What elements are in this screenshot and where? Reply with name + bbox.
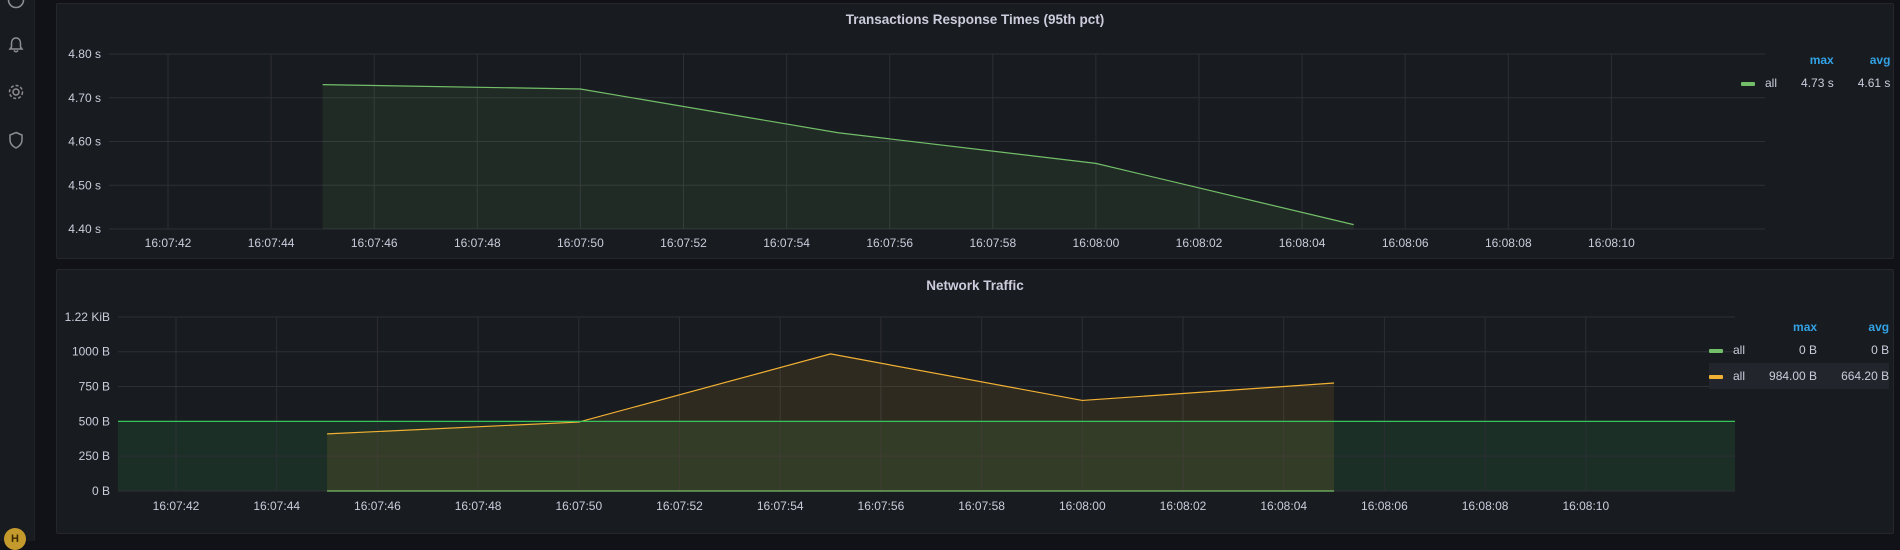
legend-max-value: 0 B (1745, 337, 1817, 363)
x-tick-label: 16:08:00 (1059, 499, 1106, 513)
x-tick-label: 16:07:50 (555, 499, 602, 513)
x-tick-label: 16:07:46 (354, 499, 401, 513)
bell-icon[interactable] (6, 35, 26, 55)
legend-header-avg[interactable]: avg (1834, 50, 1891, 70)
y-tick-label: 4.60 s (68, 135, 101, 149)
network-traffic-chart: 0 B 250 B 500 B 750 B 1000 B 1.22 KiB 16:07:42… (57, 270, 1895, 535)
legend-avg-value: 0 B (1817, 337, 1889, 363)
x-tick-label: 16:07:52 (660, 236, 707, 250)
legend-swatch[interactable] (1709, 349, 1723, 353)
y-tick-label: 4.80 s (68, 47, 101, 61)
x-tick-label: 16:08:08 (1485, 236, 1532, 250)
legend-swatch[interactable] (1741, 82, 1755, 86)
x-tick-label: 16:07:56 (858, 499, 905, 513)
x-tick-label: 16:07:44 (253, 499, 300, 513)
x-tick-label: 16:07:46 (351, 236, 398, 250)
legend-series-name[interactable]: all (1733, 369, 1745, 383)
y-tick-label: 750 B (79, 380, 110, 394)
y-tick-label: 1000 B (72, 345, 110, 359)
x-tick-label: 16:08:08 (1462, 499, 1509, 513)
help-icon[interactable] (6, 0, 26, 10)
legend-swatch[interactable] (1709, 375, 1723, 379)
x-tick-label: 16:07:48 (455, 499, 502, 513)
x-tick-label: 16:08:06 (1361, 499, 1408, 513)
legend-series-name[interactable]: all (1765, 76, 1777, 90)
x-tick-label: 16:07:58 (969, 236, 1016, 250)
x-tick-label: 16:07:56 (866, 236, 913, 250)
shield-icon[interactable] (6, 130, 26, 150)
x-tick-label: 16:08:00 (1073, 236, 1120, 250)
y-tick-label: 4.40 s (68, 222, 101, 236)
x-tick-label: 16:07:48 (454, 236, 501, 250)
x-tick-label: 16:07:54 (763, 236, 810, 250)
sidebar: H (0, 0, 35, 541)
y-tick-label: 4.50 s (68, 178, 101, 192)
x-tick-label: 16:07:58 (958, 499, 1005, 513)
x-tick-label: 16:07:54 (757, 499, 804, 513)
y-tick-label: 4.70 s (68, 91, 101, 105)
y-tick-label: 0 B (92, 484, 110, 498)
y-tick-label: 500 B (79, 414, 110, 428)
legend-avg-value: 664.20 B (1817, 363, 1889, 389)
x-tick-label: 16:07:44 (248, 236, 295, 250)
x-tick-label: 16:08:02 (1160, 499, 1207, 513)
y-tick-label: 1.22 KiB (65, 310, 110, 324)
x-tick-label: 16:07:52 (656, 499, 703, 513)
legend-header-max[interactable]: max (1745, 317, 1817, 337)
response-times-panel: Transactions Response Times (95th pct) 4… (56, 3, 1894, 259)
x-tick-label: 16:08:04 (1279, 236, 1326, 250)
legend-avg-value: 4.61 s (1834, 70, 1891, 96)
x-tick-label: 16:08:10 (1562, 499, 1609, 513)
response-times-chart: 4.40 s 4.50 s 4.60 s 4.70 s 4.80 s 16:07:42 16… (57, 4, 1895, 260)
x-tick-label: 16:07:50 (557, 236, 604, 250)
gear-icon[interactable] (6, 82, 26, 102)
legend-max-value: 984.00 B (1745, 363, 1817, 389)
legend-max-value: 4.73 s (1777, 70, 1834, 96)
x-tick-label: 16:08:02 (1176, 236, 1223, 250)
x-tick-label: 16:08:06 (1382, 236, 1429, 250)
x-tick-label: 16:07:42 (153, 499, 200, 513)
legend-series-name[interactable]: all (1733, 343, 1745, 357)
x-tick-label: 16:07:42 (145, 236, 192, 250)
y-tick-label: 250 B (79, 449, 110, 463)
x-tick-label: 16:08:04 (1260, 499, 1307, 513)
legend-header-avg[interactable]: avg (1817, 317, 1889, 337)
avatar[interactable]: H (4, 528, 26, 550)
legend-header-max[interactable]: max (1777, 50, 1834, 70)
x-tick-label: 16:08:10 (1588, 236, 1635, 250)
